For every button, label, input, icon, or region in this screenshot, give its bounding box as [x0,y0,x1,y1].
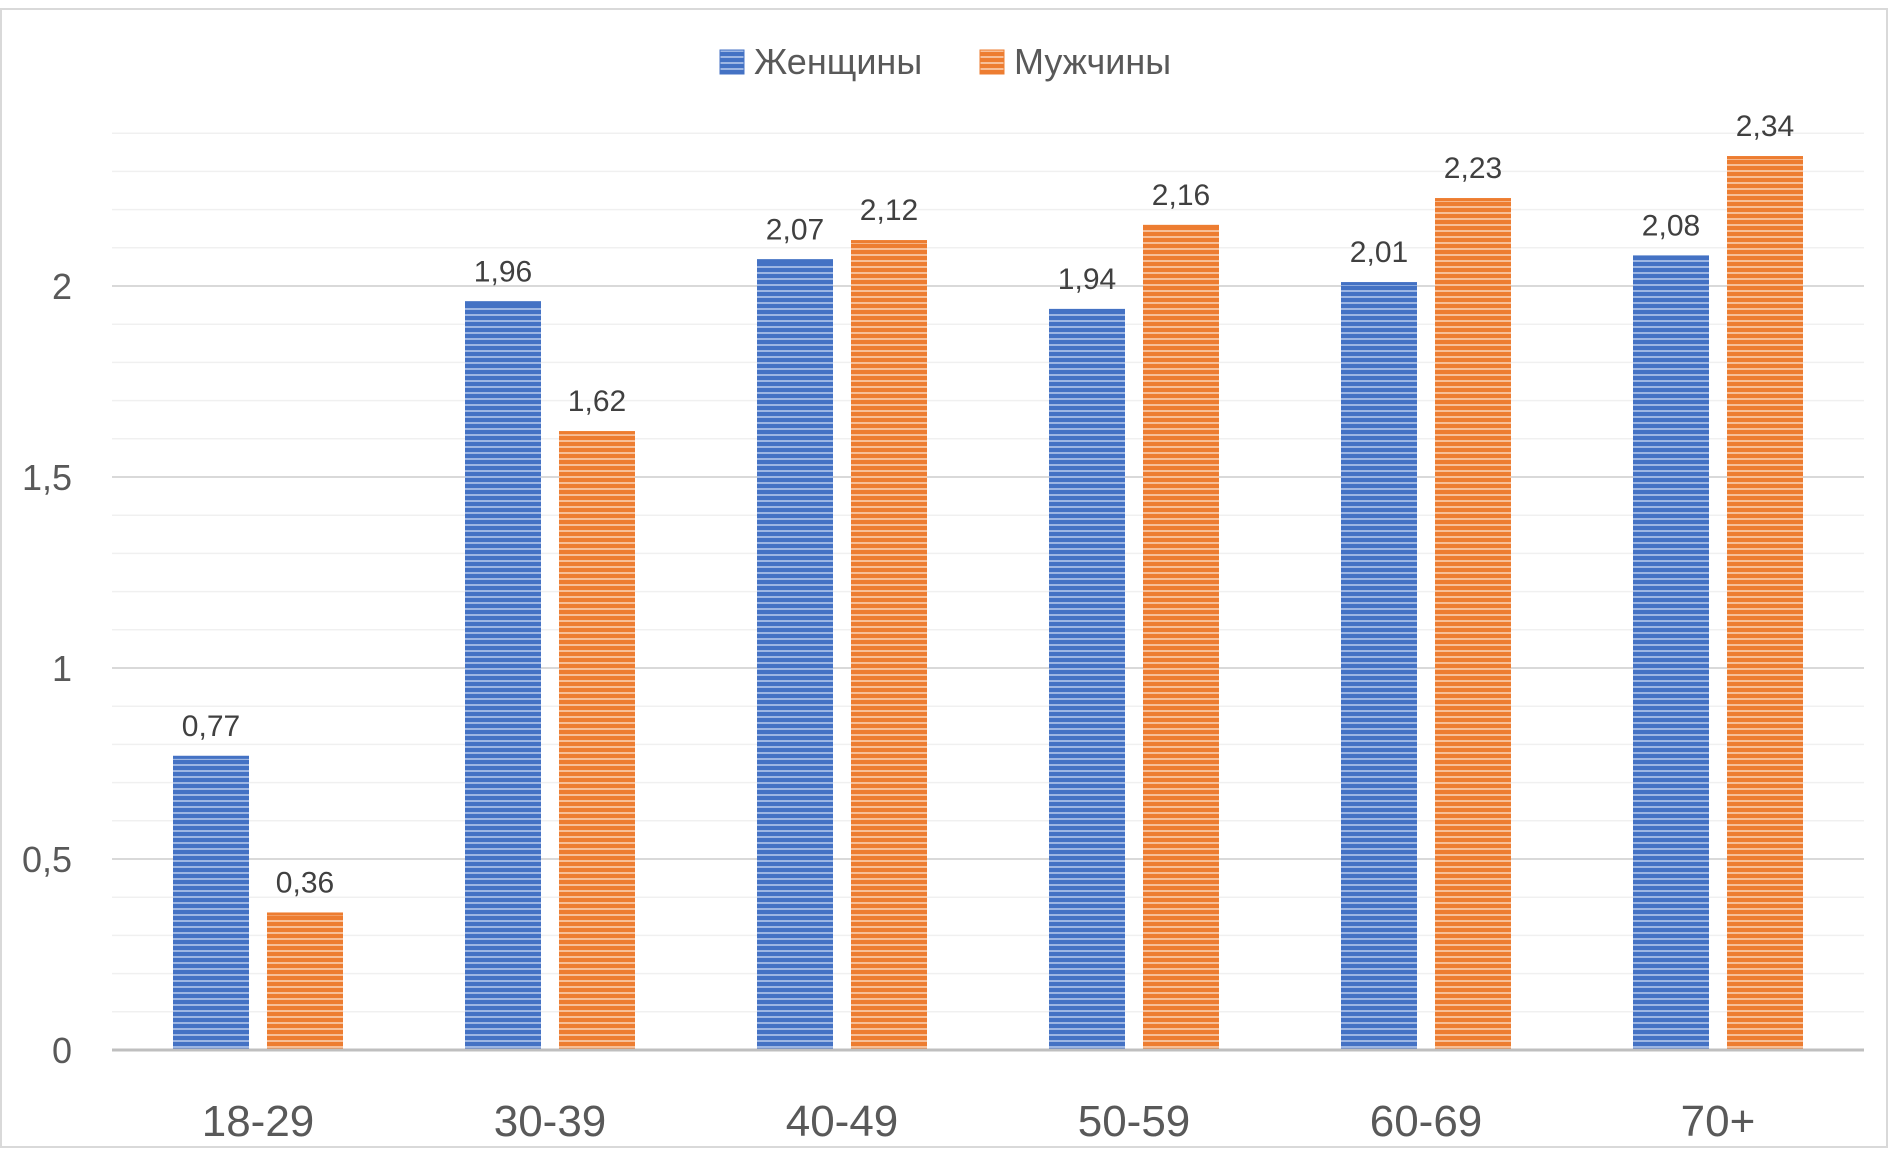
data-label: 2,07 [766,213,824,246]
data-label: 0,36 [276,866,334,899]
data-label: 0,77 [182,710,240,743]
x-category-label: 18-29 [202,1097,315,1146]
y-tick-label: 1 [52,648,72,689]
data-label: 1,62 [568,385,626,418]
bars [173,156,1803,1050]
bar-men [1435,198,1511,1050]
legend-label: Мужчины [1014,41,1171,82]
data-label: 1,94 [1058,263,1116,296]
bar-top-edge [173,755,249,759]
x-category-label: 40-49 [786,1097,899,1146]
data-label: 2,08 [1642,209,1700,242]
bar-men [559,431,635,1050]
legend-swatch-men [979,49,1005,75]
data-label: 1,96 [474,255,532,288]
y-tick-label: 0,5 [22,839,72,880]
data-labels: 0,77 0,36 1,96 1,62 2,07 2,12 1,94 2,16 2,01 2,23… [182,110,1794,899]
legend: Женщины Мужчины [719,41,1171,82]
bar-chart: 0,77 0,36 1,96 1,62 2,07 2,12 1,94 2,16 2,01 2,23… [22,41,1864,1146]
bar-women [465,301,541,1050]
y-axis: 0 0,5 1 1,5 2 [22,266,72,1071]
bar-men [1143,224,1219,1050]
bar-men [1727,156,1803,1050]
gridlines [112,132,1864,1013]
data-label: 2,23 [1444,152,1502,185]
bar-top-edge [267,912,343,916]
legend-label: Женщины [754,41,922,82]
bar-top-edge [465,301,541,305]
y-tick-label: 0 [52,1030,72,1071]
x-category-label: 70+ [1681,1097,1756,1146]
bar-top-edge [1727,156,1803,160]
chart-frame: 0,77 0,36 1,96 1,62 2,07 2,12 1,94 2,16 2,01 2,23… [0,8,1888,1148]
bar-women [1049,308,1125,1050]
y-tick-label: 2 [52,266,72,307]
bar-men [851,240,927,1050]
bar-women [757,259,833,1050]
x-category-label: 30-39 [494,1097,607,1146]
bar-top-edge [1143,224,1219,228]
bar-top-edge [1049,308,1125,312]
bar-top-edge [1633,255,1709,259]
x-axis: 18-29 30-39 40-49 50-59 60-69 70+ [112,1048,1864,1146]
bar-women [173,755,249,1050]
legend-swatch-women [719,49,745,75]
bar-top-edge [1435,198,1511,202]
bar-top-edge [1341,282,1417,286]
bar-top-edge [851,240,927,244]
x-category-label: 50-59 [1078,1097,1191,1146]
y-tick-label: 1,5 [22,457,72,498]
data-label: 2,01 [1350,236,1408,269]
data-label: 2,34 [1736,110,1794,143]
bar-top-edge [757,259,833,263]
bar-women [1341,282,1417,1050]
bar-women [1633,255,1709,1050]
x-category-label: 60-69 [1370,1097,1483,1146]
data-label: 2,16 [1152,179,1210,212]
data-label: 2,12 [860,194,918,227]
bar-top-edge [559,431,635,435]
bar-men [267,912,343,1050]
